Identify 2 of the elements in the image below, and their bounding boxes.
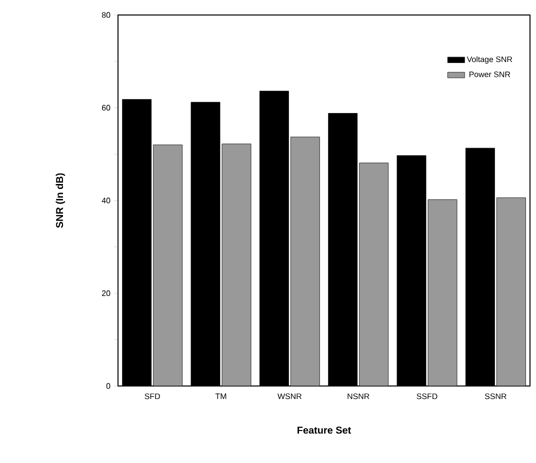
x-axis-title: Feature Set [298,426,352,434]
y-axis-title: SNR (In dB) [56,173,66,228]
